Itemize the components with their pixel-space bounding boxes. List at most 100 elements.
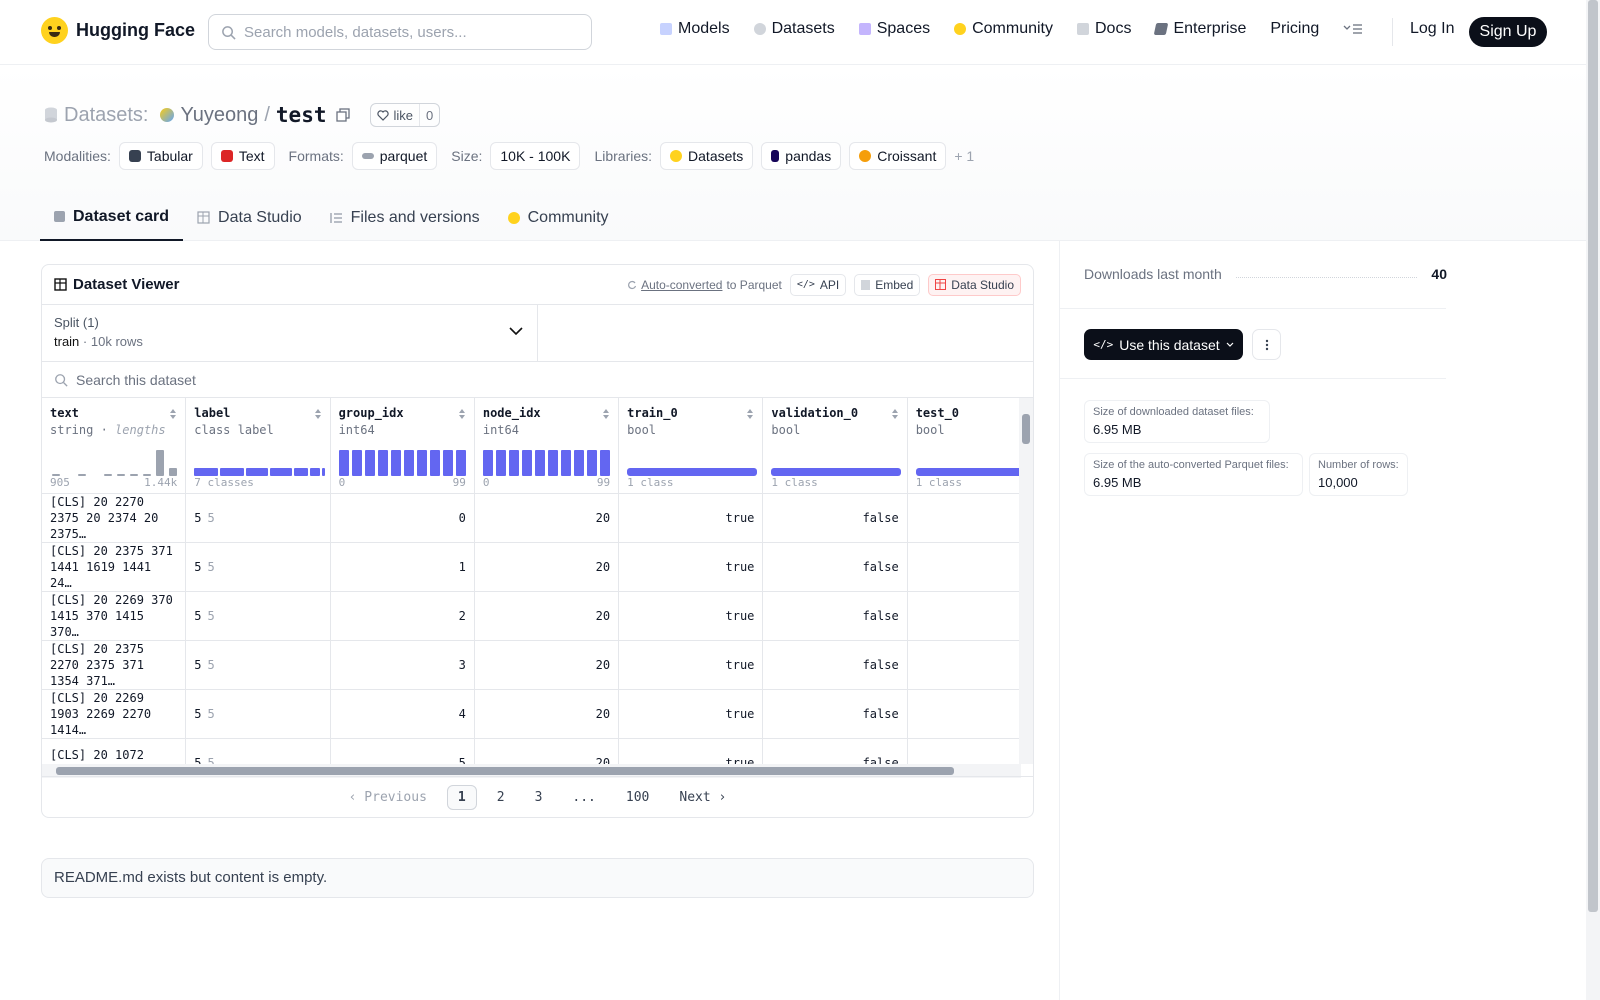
tag-pandas-lib[interactable]: pandas — [761, 142, 842, 170]
dataset-search[interactable] — [42, 362, 1033, 398]
like-button[interactable]: like 0 — [370, 103, 441, 127]
column-header-group-idx[interactable]: group_idx int64 0 — [330, 398, 475, 494]
nav-more-menu[interactable] — [1343, 22, 1363, 36]
nav-enterprise[interactable]: Enterprise — [1154, 20, 1246, 38]
cell-validation-0[interactable]: false — [763, 592, 908, 641]
nav-community[interactable]: Community — [954, 20, 1053, 38]
vertical-scroll-thumb[interactable] — [1022, 414, 1030, 444]
column-header-label[interactable]: label class label 7 classes — [186, 398, 331, 494]
more-options-button[interactable] — [1252, 329, 1281, 360]
page-1[interactable]: 1 — [446, 784, 477, 810]
horizontal-scroll-thumb[interactable] — [56, 767, 954, 775]
nav-pricing[interactable]: Pricing — [1270, 20, 1320, 37]
cell-test-0[interactable] — [907, 592, 1033, 641]
cell-node-idx[interactable]: 20 — [474, 592, 620, 641]
cell-train-0[interactable]: true — [619, 641, 764, 690]
tab-community[interactable]: Community — [494, 194, 623, 241]
cell-validation-0[interactable]: false — [763, 690, 908, 739]
sort-icon[interactable] — [746, 408, 754, 420]
repo-owner[interactable]: Yuyeong — [180, 103, 259, 126]
data-studio-button[interactable]: Data Studio — [928, 273, 1021, 296]
nav-docs[interactable]: Docs — [1077, 20, 1131, 38]
cell-node-idx[interactable]: 20 — [474, 543, 620, 592]
column-header-train-0[interactable]: train_0 bool 1 class — [619, 398, 764, 494]
previous-page-button[interactable]: ‹ Previous — [348, 789, 427, 805]
cell-test-0[interactable] — [907, 690, 1033, 739]
nav-models[interactable]: Models — [660, 20, 730, 38]
cell-group-idx[interactable]: 4 — [330, 690, 475, 739]
sort-icon[interactable] — [169, 408, 177, 420]
cell-group-idx[interactable]: 2 — [330, 592, 475, 641]
dataset-search-input[interactable] — [76, 371, 576, 388]
next-page-button[interactable]: Next › — [679, 789, 727, 805]
cell-group-idx[interactable]: 1 — [330, 543, 475, 592]
split-selector[interactable]: Split (1) train · 10k rows — [42, 305, 538, 361]
cell-node-idx[interactable]: 20 — [474, 641, 620, 690]
embed-button[interactable]: Embed — [854, 273, 921, 296]
global-search-input[interactable] — [244, 23, 574, 41]
column-header-test-0[interactable]: test_0 bool 1 class — [907, 398, 1033, 494]
tag-datasets-lib[interactable]: Datasets — [660, 142, 754, 170]
tag-text[interactable]: Text — [210, 142, 275, 170]
cell-train-0[interactable]: true — [619, 543, 764, 592]
cell-train-0[interactable]: true — [619, 592, 764, 641]
copy-icon[interactable] — [336, 108, 351, 122]
cell-text[interactable]: [CLS] 20 2375 2270 2375 371 1354 371… — [42, 641, 187, 690]
tag-tabular[interactable]: Tabular — [118, 142, 203, 170]
page-100[interactable]: 100 — [625, 789, 650, 805]
tab-dataset-card[interactable]: Dataset card — [40, 194, 184, 241]
cell-text[interactable]: [CLS] 20 2270 2375 20 2374 20 2375… — [42, 494, 187, 543]
cell-node-idx[interactable]: 20 — [474, 690, 620, 739]
cell-validation-0[interactable]: false — [763, 494, 908, 543]
sort-icon[interactable] — [314, 408, 322, 420]
tab-data-studio[interactable]: Data Studio — [183, 194, 316, 241]
cell-validation-0[interactable]: false — [763, 641, 908, 690]
cell-group-idx[interactable]: 3 — [330, 641, 475, 690]
page-scroll-thumb[interactable] — [1588, 0, 1598, 912]
use-this-dataset-button[interactable]: </> Use this dataset — [1084, 329, 1243, 360]
nav-spaces[interactable]: Spaces — [858, 20, 930, 38]
cell-train-0[interactable]: true — [619, 690, 764, 739]
column-header-validation-0[interactable]: validation_0 bool 1 class — [763, 398, 908, 494]
global-search[interactable] — [208, 14, 592, 50]
cell-text[interactable]: [CLS] 20 2375 371 1441 1619 1441 24… — [42, 543, 187, 592]
auto-converted-link[interactable]: Auto-converted — [641, 277, 723, 292]
page-3[interactable]: 3 — [534, 789, 543, 805]
sort-icon[interactable] — [602, 408, 610, 420]
vertical-scrollbar[interactable] — [1019, 398, 1033, 764]
more-libraries[interactable]: + 1 — [954, 148, 975, 164]
cell-text[interactable]: [CLS] 20 2269 1903 2269 2270 1414… — [42, 690, 187, 739]
cell-group-idx[interactable]: 0 — [330, 494, 475, 543]
cell-train-0[interactable]: true — [619, 494, 764, 543]
signup-button[interactable]: Sign Up — [1469, 17, 1547, 47]
cell-test-0[interactable] — [907, 494, 1033, 543]
column-header-text[interactable]: text string · lengths 905 1.44k — [42, 398, 187, 494]
page-scrollbar[interactable] — [1586, 0, 1600, 1000]
cell-group-idx[interactable]: 5 — [331, 739, 475, 778]
login-link[interactable]: Log In — [1410, 20, 1455, 37]
tag-croissant-lib[interactable]: Croissant — [849, 142, 947, 170]
repo-name[interactable]: test — [275, 103, 327, 127]
nav-datasets[interactable]: Datasets — [753, 20, 835, 38]
horizontal-scrollbar[interactable] — [42, 764, 1021, 778]
tag-size[interactable]: 10K - 100K — [490, 142, 581, 170]
tag-parquet[interactable]: parquet — [351, 142, 438, 170]
tab-files-and-versions[interactable]: Files and versions — [316, 194, 494, 241]
cell-test-0[interactable] — [907, 641, 1033, 690]
cell-validation-0[interactable]: false — [763, 543, 908, 592]
sort-icon[interactable] — [458, 408, 466, 420]
sort-icon[interactable] — [891, 408, 899, 420]
api-button[interactable]: </> API — [789, 273, 847, 296]
brand-logo[interactable]: Hugging Face — [41, 17, 195, 44]
